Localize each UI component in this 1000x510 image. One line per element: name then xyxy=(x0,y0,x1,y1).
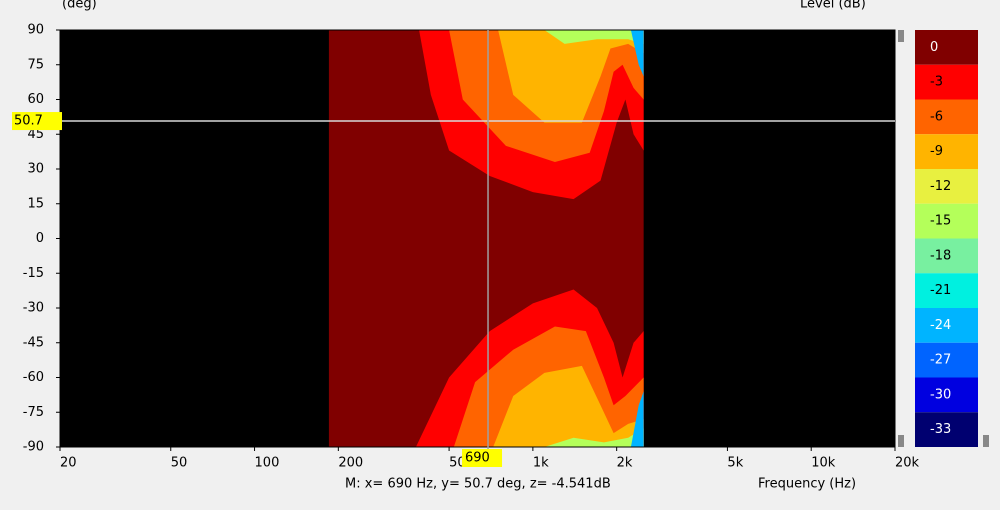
legend-label: -24 xyxy=(930,318,951,333)
cursor-readout: M: x= 690 Hz, y= 50.7 deg, z= -4.541dB xyxy=(345,477,611,492)
legend-label: -3 xyxy=(930,75,943,90)
legend-label: -27 xyxy=(930,353,951,368)
legend-swatch xyxy=(915,238,978,274)
y-tick-label: -60 xyxy=(23,370,44,385)
x-tick-label: 10k xyxy=(811,456,836,471)
legend-swatch xyxy=(915,273,978,308)
x-tick-label: 5k xyxy=(727,456,743,471)
cursor-y-label: 50.7 xyxy=(14,114,43,129)
cursor-x-badge xyxy=(462,449,503,467)
x-tick-label: 100 xyxy=(255,456,280,471)
legend-swatch xyxy=(915,169,978,204)
x-axis-label: Frequency (Hz) xyxy=(758,477,856,492)
y-tick-label: 0 xyxy=(36,231,44,246)
contour-region xyxy=(498,30,644,123)
x-tick-label: 50 xyxy=(171,456,188,471)
legend-label: -6 xyxy=(930,109,943,124)
y-tick-label: -45 xyxy=(23,335,44,350)
legend-swatch xyxy=(915,99,978,135)
y-tick-label: -75 xyxy=(23,405,44,420)
contour-region xyxy=(630,391,644,447)
x-tick-label: 1k xyxy=(533,456,549,471)
contours xyxy=(328,30,644,447)
contour-region xyxy=(544,30,644,44)
legend-swatch xyxy=(915,377,978,413)
legend-swatch xyxy=(915,203,978,239)
y-tick-label: 30 xyxy=(27,162,44,177)
cursor-y-badge xyxy=(12,112,62,131)
legend-label: -30 xyxy=(930,387,951,402)
y-tick-label: 15 xyxy=(27,196,44,211)
y-tick-label: 75 xyxy=(27,57,44,72)
contour-region xyxy=(544,428,644,447)
legend-swatch xyxy=(915,134,978,169)
x-tick-label: 20 xyxy=(60,456,77,471)
legend-swatch xyxy=(915,342,978,378)
x-tick-label: 200 xyxy=(338,456,363,471)
legend-swatch xyxy=(915,64,978,100)
x-tick-label: 20k xyxy=(895,456,920,471)
legend-swatch xyxy=(915,30,978,65)
legend-label: -18 xyxy=(930,248,951,263)
cursor-x-label: 690 xyxy=(465,451,490,466)
contour-region xyxy=(493,365,644,447)
y-tick-label: 60 xyxy=(27,92,44,107)
y-tick-label: -30 xyxy=(23,301,44,316)
legend-label: 0 xyxy=(930,40,938,55)
y-tick-label: -15 xyxy=(23,266,44,281)
y-tick-label: 45 xyxy=(27,127,44,142)
legend-label: -9 xyxy=(930,144,943,159)
legend-label: -33 xyxy=(930,422,951,437)
handle xyxy=(898,435,904,447)
y-tick-label: -90 xyxy=(23,440,44,455)
y-axis-label: (deg) xyxy=(62,0,97,12)
legend-title: Level (dB) xyxy=(800,0,866,12)
legend-swatch xyxy=(915,308,978,343)
handle xyxy=(898,30,904,42)
handle xyxy=(983,435,989,447)
x-tick-label: 2k xyxy=(617,456,633,471)
legend-label: -15 xyxy=(930,214,951,229)
legend-label: -21 xyxy=(930,283,951,298)
y-tick-label: 90 xyxy=(27,23,44,38)
legend-swatch xyxy=(915,412,978,447)
legend-label: -12 xyxy=(930,179,951,194)
contour-region xyxy=(630,30,644,77)
